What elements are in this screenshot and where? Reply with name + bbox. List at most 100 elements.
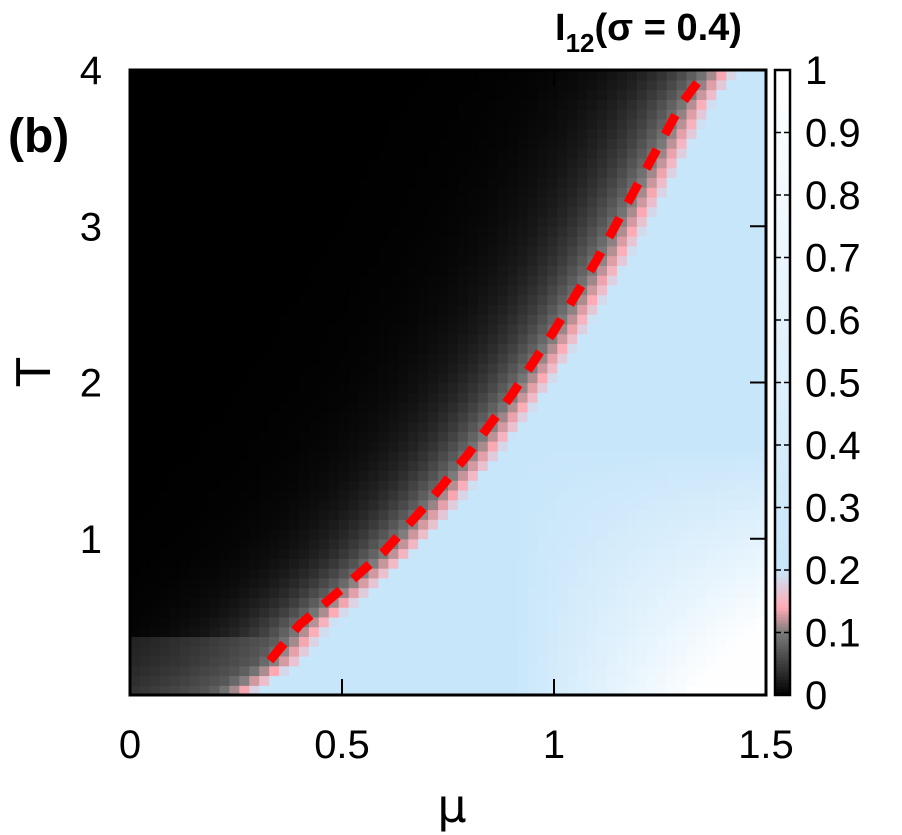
heatmap-cell <box>398 362 409 374</box>
heatmap-cell <box>289 636 300 647</box>
heatmap-cell <box>577 177 588 188</box>
heatmap-cell <box>438 216 449 227</box>
heatmap-cell <box>746 499 757 511</box>
heatmap-cell <box>756 489 767 501</box>
heatmap-cell <box>239 138 250 149</box>
heatmap-cell <box>398 685 409 696</box>
heatmap-cell <box>378 118 389 130</box>
heatmap-cell <box>398 665 409 677</box>
heatmap-cell <box>398 577 409 589</box>
heatmap-cell <box>457 382 469 393</box>
heatmap-cell <box>308 509 320 520</box>
heatmap-cell <box>159 157 171 169</box>
heatmap-cell <box>328 548 340 559</box>
heatmap-cell <box>289 548 300 559</box>
heatmap-cell <box>527 265 539 276</box>
heatmap-cell <box>457 528 469 540</box>
heatmap-cell <box>219 333 230 345</box>
heatmap-cell <box>189 597 201 608</box>
heatmap-cell <box>577 607 588 618</box>
heatmap-cell <box>159 79 171 91</box>
heatmap-cell <box>646 597 658 608</box>
heatmap-cell <box>130 314 141 325</box>
heatmap-cell <box>149 480 161 491</box>
colorbar-cell <box>775 379 790 384</box>
heatmap-cell <box>656 148 668 159</box>
heatmap-cell <box>189 470 201 481</box>
heatmap-cell <box>259 109 270 120</box>
heatmap-cell <box>686 167 698 179</box>
heatmap-cell <box>537 216 548 227</box>
heatmap-cell <box>666 314 678 325</box>
heatmap-cell <box>537 441 548 452</box>
heatmap-cell <box>189 685 201 696</box>
heatmap-cell <box>130 470 141 481</box>
colorbar-cell <box>775 607 790 612</box>
heatmap-cell <box>388 470 399 481</box>
heatmap-cell <box>716 489 727 501</box>
heatmap-cell <box>130 284 141 296</box>
heatmap-cell <box>159 607 171 618</box>
heatmap-cell <box>507 587 519 598</box>
heatmap-cell <box>557 226 568 237</box>
heatmap-cell <box>547 148 558 159</box>
heatmap-cell <box>507 323 519 335</box>
heatmap-cell <box>517 626 529 638</box>
heatmap-cell <box>716 196 727 208</box>
heatmap-cell <box>517 236 529 247</box>
heatmap-cell <box>308 226 320 237</box>
heatmap-cell <box>398 109 409 120</box>
heatmap-cell <box>517 79 529 91</box>
heatmap-cell <box>686 245 698 257</box>
heatmap-cell <box>348 206 360 218</box>
heatmap-cell <box>139 655 151 667</box>
heatmap-cell <box>457 558 469 569</box>
colorbar-cell <box>775 429 790 434</box>
heatmap-cell <box>139 577 151 589</box>
heatmap-cell <box>368 470 380 481</box>
heatmap-cell <box>239 431 250 442</box>
heatmap-cell <box>358 118 370 130</box>
heatmap-cell <box>716 509 727 520</box>
colorbar-cell <box>775 573 790 577</box>
heatmap-cell <box>626 441 638 452</box>
heatmap-cell <box>527 587 539 598</box>
heatmap-cell <box>607 265 618 276</box>
heatmap-cell <box>289 538 300 550</box>
heatmap-cell <box>448 99 459 110</box>
heatmap-cell <box>418 675 429 686</box>
heatmap-cell <box>269 636 280 647</box>
heatmap-cell <box>736 265 747 276</box>
heatmap-cell <box>507 655 519 667</box>
heatmap-cell <box>527 216 539 227</box>
heatmap-cell <box>328 646 340 657</box>
heatmap-cell <box>378 470 389 481</box>
heatmap-cell <box>487 626 499 638</box>
heatmap-cell <box>736 431 747 442</box>
heatmap-cell <box>746 304 757 315</box>
heatmap-cell <box>696 538 707 550</box>
heatmap-cell <box>368 157 380 169</box>
heatmap-cell <box>408 226 419 237</box>
heatmap-cell <box>736 206 747 218</box>
heatmap-cell <box>666 607 678 618</box>
heatmap-cell <box>547 480 558 491</box>
heatmap-cell <box>169 548 181 559</box>
heatmap-cell <box>149 167 161 179</box>
heatmap-cell <box>726 421 737 432</box>
heatmap-cell <box>199 333 211 345</box>
heatmap-cell <box>308 99 320 110</box>
heatmap-cell <box>189 294 201 305</box>
heatmap-cell <box>438 685 449 696</box>
heatmap-cell <box>318 216 330 227</box>
heatmap-cell <box>368 411 380 423</box>
heatmap-cell <box>358 206 370 218</box>
heatmap-cell <box>189 372 201 384</box>
heatmap-cell <box>597 402 608 413</box>
heatmap-cell <box>726 548 737 559</box>
colorbar-cell <box>775 457 790 462</box>
heatmap-cell <box>289 489 300 501</box>
heatmap-cell <box>259 431 270 442</box>
heatmap-cell <box>189 157 201 169</box>
heatmap-cell <box>567 431 578 442</box>
